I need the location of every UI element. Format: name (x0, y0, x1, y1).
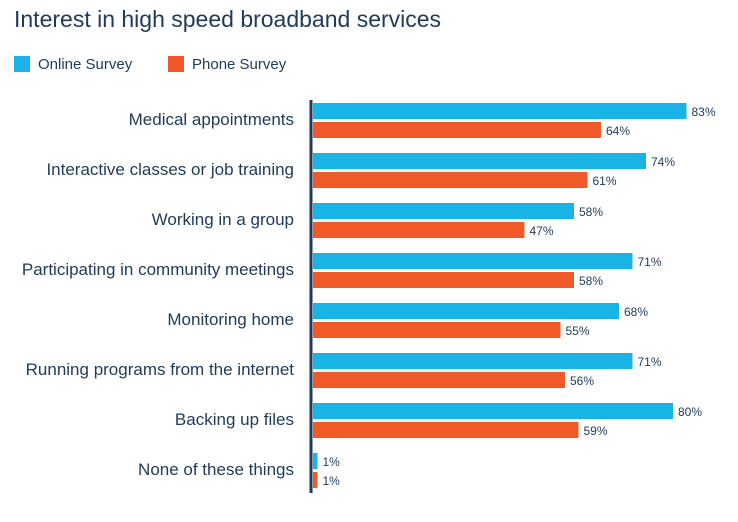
bar-phone (313, 422, 579, 438)
data-label: 71% (638, 255, 662, 269)
category-label: Interactive classes or job training (46, 160, 294, 179)
category-label: Monitoring home (167, 310, 294, 329)
bar-online (313, 353, 633, 369)
bar-online (313, 103, 687, 119)
data-label: 58% (579, 205, 603, 219)
legend-label-phone: Phone Survey (192, 56, 287, 73)
legend-item-online: Online Survey (14, 56, 132, 73)
data-label: 1% (323, 455, 341, 469)
data-label: 1% (323, 474, 341, 488)
category-label: Running programs from the internet (26, 360, 295, 379)
data-label: 59% (584, 424, 608, 438)
category-label: None of these things (138, 460, 294, 479)
data-label: 68% (624, 305, 648, 319)
bar-online (313, 453, 318, 469)
chart-title: Interest in high speed broadband service… (14, 6, 442, 32)
bar-phone (313, 372, 565, 388)
legend-item-phone: Phone Survey (168, 56, 286, 73)
data-label: 64% (606, 124, 630, 138)
bar-online (313, 303, 619, 319)
bar-phone (313, 272, 574, 288)
category-label: Participating in community meetings (22, 260, 294, 279)
bar-online (313, 403, 673, 419)
bar-phone (313, 222, 525, 238)
legend-label-online: Online Survey (38, 56, 133, 73)
bar-online (313, 253, 633, 269)
bar-phone (313, 172, 588, 188)
bar-phone (313, 472, 318, 488)
bar-online (313, 203, 574, 219)
data-label: 56% (570, 374, 594, 388)
legend-swatch-phone (168, 56, 184, 72)
data-label: 71% (638, 355, 662, 369)
data-label: 80% (678, 405, 702, 419)
bar-phone (313, 122, 601, 138)
bar-online (313, 153, 646, 169)
data-label: 61% (593, 174, 617, 188)
category-label: Backing up files (175, 410, 294, 429)
category-label: Medical appointments (129, 110, 294, 129)
data-label: 47% (530, 224, 554, 238)
data-label: 83% (692, 105, 716, 119)
data-label: 74% (651, 155, 675, 169)
data-label: 58% (579, 274, 603, 288)
legend-swatch-online (14, 56, 30, 72)
category-label: Working in a group (152, 210, 294, 229)
data-label: 55% (566, 324, 590, 338)
bar-phone (313, 322, 561, 338)
